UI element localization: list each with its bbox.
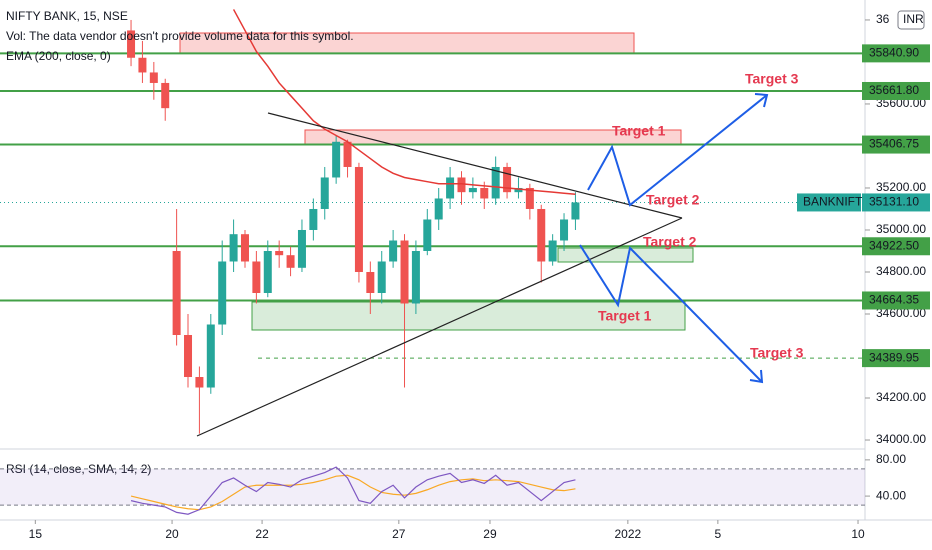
- level-label: 34389.95: [869, 350, 919, 364]
- candle-body: [332, 141, 341, 178]
- ema-line: [232, 9, 576, 196]
- y-tick-label: 35000.00: [876, 222, 926, 236]
- last-price-badge: [862, 193, 930, 212]
- y-tick-label: 35200.00: [876, 180, 926, 194]
- x-tick-label: 29: [483, 527, 497, 541]
- candle-body: [525, 187, 534, 209]
- subtitle: Vol: The data vendor doesn't provide vol…: [6, 29, 354, 43]
- y-tick-label: 36: [876, 12, 890, 26]
- plot: [0, 9, 862, 434]
- candle-body: [320, 177, 329, 209]
- trend-line: [267, 112, 683, 219]
- x-tick-label: 5: [715, 527, 722, 541]
- candle-body: [377, 261, 386, 293]
- candle-body: [149, 72, 158, 83]
- candle-body: [252, 261, 261, 293]
- annotation: Target 1: [612, 123, 666, 139]
- y-tick-label: 34800.00: [876, 264, 926, 278]
- candle-body: [263, 250, 272, 293]
- candle-body: [434, 198, 443, 220]
- x-tick-label: 27: [392, 527, 406, 541]
- x-tick-label: 10: [851, 527, 865, 541]
- level-badge: [862, 237, 930, 256]
- rsi-y-tick-label: 80.00: [876, 452, 906, 466]
- candle-body: [514, 187, 523, 193]
- level-label: 35661.80: [869, 83, 919, 97]
- currency-badge: [897, 10, 925, 30]
- annotation: Target 3: [750, 345, 804, 361]
- level-label: 34664.35: [869, 293, 919, 307]
- candle-body: [503, 166, 512, 193]
- zone: [557, 247, 694, 263]
- candle-body: [400, 240, 409, 304]
- y-tick-label: 34000.00: [876, 432, 926, 446]
- candle-body: [354, 166, 363, 272]
- x-tick-label: 20: [165, 527, 179, 541]
- arrow: [579, 244, 763, 383]
- candle-body: [537, 208, 546, 262]
- y-tick-label: 34600.00: [876, 306, 926, 320]
- candle-body: [389, 240, 398, 262]
- title: NIFTY BANK, 15, NSE: [6, 9, 128, 23]
- rsi-band: [0, 468, 865, 506]
- arrow-head: [754, 93, 769, 108]
- candle-body: [172, 250, 181, 336]
- arrow-head: [749, 369, 764, 384]
- y-tick-label: 34200.00: [876, 390, 926, 404]
- x-tick-label: 22: [255, 527, 269, 541]
- candle-body: [161, 82, 170, 109]
- x-tick-label: 15: [29, 527, 43, 541]
- zone: [251, 301, 686, 331]
- level-badge: [862, 81, 930, 100]
- candle-body: [184, 335, 193, 378]
- annotation: Target 2: [643, 234, 697, 250]
- trend-line: [196, 217, 683, 437]
- level-label: 35840.90: [869, 46, 919, 60]
- candle-body: [457, 177, 466, 193]
- level-label: 34922.50: [869, 238, 919, 252]
- candle-body: [195, 377, 204, 388]
- level-badge: [862, 135, 930, 154]
- candle-body: [286, 255, 295, 268]
- indicator-label: EMA (200, close, 0): [6, 49, 111, 63]
- candle-body: [229, 234, 238, 262]
- candle-body: [468, 187, 477, 193]
- symbol-badge: [797, 193, 861, 212]
- rsi-line: [130, 466, 576, 515]
- candle-body: [309, 208, 318, 230]
- annotation: Target 1: [598, 308, 652, 324]
- rsi-y-tick-label: 40.00: [876, 488, 906, 502]
- candle-body: [560, 219, 569, 241]
- candle-body: [206, 324, 215, 388]
- arrow: [587, 94, 768, 207]
- level-label: 35406.75: [869, 137, 919, 151]
- candle-body: [218, 261, 227, 325]
- level-badge: [862, 44, 930, 63]
- candle-body: [480, 187, 489, 199]
- candle-body: [127, 30, 136, 58]
- candle-body: [366, 271, 375, 293]
- currency-label: INR: [903, 12, 924, 26]
- candle-body: [491, 166, 500, 199]
- candle-body: [446, 177, 455, 199]
- candle-body: [571, 202, 580, 220]
- last-price-label: 35131.10: [869, 195, 919, 209]
- level-badge: [862, 349, 930, 368]
- annotation: Target 2: [646, 192, 700, 208]
- candle-body: [297, 229, 306, 268]
- annotation: Target 3: [745, 71, 799, 87]
- symbol-label: BANKNIFTY: [803, 195, 870, 209]
- x-tick-label: 2022: [614, 527, 641, 541]
- candle-body: [240, 234, 249, 262]
- level-badge: [862, 291, 930, 310]
- candle-body: [411, 250, 420, 304]
- candle-body: [138, 57, 147, 73]
- candle-body: [343, 141, 352, 167]
- candle-body: [423, 219, 432, 251]
- candle-body: [548, 240, 557, 262]
- candle-body: [275, 250, 284, 256]
